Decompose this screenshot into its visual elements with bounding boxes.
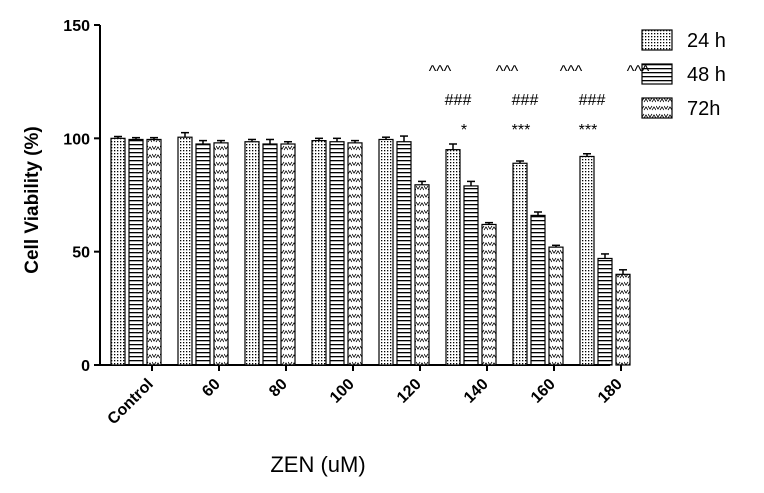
significance-mark: *** bbox=[579, 122, 598, 139]
bar bbox=[463, 185, 479, 366]
x-tick-label: 120 bbox=[394, 376, 425, 407]
bar bbox=[311, 140, 327, 366]
bar bbox=[347, 142, 363, 366]
bar bbox=[579, 155, 595, 366]
legend-swatch bbox=[641, 29, 673, 51]
x-tick-label: 160 bbox=[528, 376, 559, 407]
significance-mark: *** bbox=[512, 122, 531, 139]
significance-mark: ### bbox=[512, 92, 539, 109]
bar bbox=[396, 141, 412, 366]
bar bbox=[378, 138, 394, 366]
significance-mark: ^^^ bbox=[627, 63, 650, 80]
bar bbox=[512, 162, 528, 366]
bar bbox=[177, 136, 193, 366]
bar bbox=[597, 257, 613, 366]
bar bbox=[481, 223, 497, 366]
significance-annotations: ^^^ ### * ^^^ ### *** ^^^ ### *** ^^^ bbox=[429, 63, 650, 139]
bar bbox=[329, 141, 345, 366]
y-tick-label: 150 bbox=[63, 18, 90, 35]
y-tick-label: 100 bbox=[63, 131, 90, 148]
x-axis-label: ZEN (uM) bbox=[270, 452, 365, 477]
bar bbox=[445, 149, 461, 366]
legend-label: 24 h bbox=[687, 30, 726, 52]
plot-area: 0 50 100 150 Control 60 80 100 120 140 160 180 bbox=[63, 18, 631, 428]
significance-mark: ^^^ bbox=[429, 63, 452, 80]
significance-mark: ^^^ bbox=[496, 63, 519, 80]
bar bbox=[110, 137, 126, 366]
bar bbox=[244, 141, 260, 366]
bar bbox=[195, 143, 211, 366]
legend-label: 72h bbox=[687, 98, 720, 120]
x-tick-label: 60 bbox=[199, 376, 224, 401]
bar bbox=[548, 246, 564, 366]
significance-mark: * bbox=[461, 122, 467, 139]
bar bbox=[414, 184, 430, 366]
x-tick-label: 180 bbox=[595, 376, 626, 407]
bar bbox=[128, 138, 144, 366]
legend: 24 h 48 h 72h bbox=[641, 29, 726, 120]
x-tick-label: 100 bbox=[327, 376, 358, 407]
significance-mark: ### bbox=[445, 92, 472, 109]
bar bbox=[530, 214, 546, 366]
x-tick-label: 140 bbox=[461, 376, 492, 407]
legend-label: 48 h bbox=[687, 64, 726, 86]
y-tick-label: 0 bbox=[81, 358, 90, 375]
bar bbox=[146, 138, 162, 366]
x-tick-label: Control bbox=[105, 376, 157, 428]
significance-mark: ### bbox=[579, 92, 606, 109]
y-tick-label: 50 bbox=[72, 245, 90, 262]
bar bbox=[280, 143, 296, 366]
x-tick-label: 80 bbox=[266, 376, 291, 401]
legend-swatch bbox=[641, 97, 673, 119]
bar bbox=[262, 143, 278, 366]
legend-swatch bbox=[641, 63, 673, 85]
bar bbox=[213, 142, 229, 366]
y-axis-label: Cell Viability (%) bbox=[22, 126, 43, 273]
bar bbox=[615, 273, 631, 366]
significance-mark: ^^^ bbox=[560, 63, 583, 80]
